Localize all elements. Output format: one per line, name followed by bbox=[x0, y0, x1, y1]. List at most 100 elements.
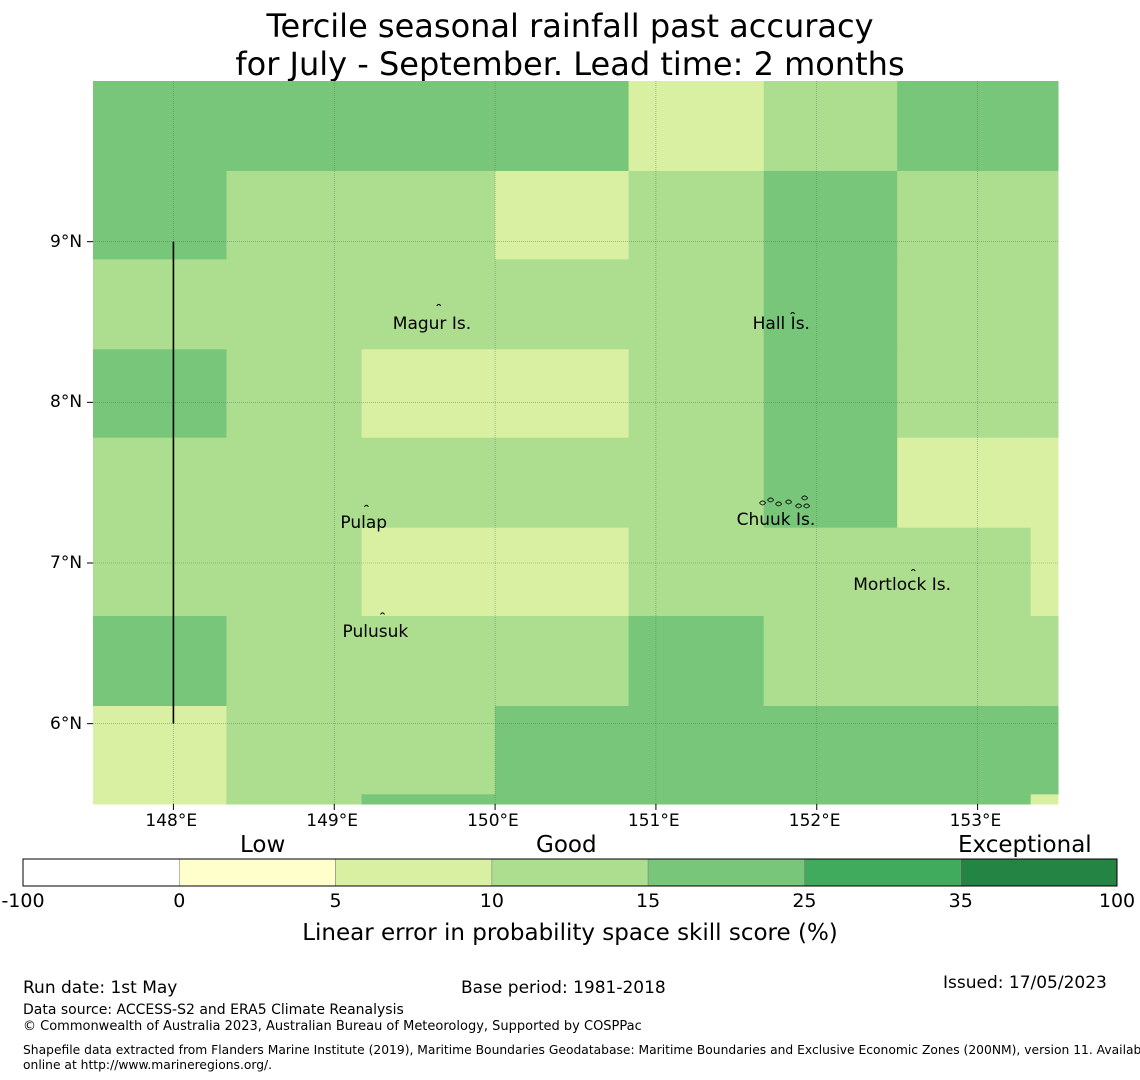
grid-cell bbox=[93, 259, 227, 350]
lon-tick-label: 151°E bbox=[627, 811, 680, 831]
grid-cell bbox=[763, 259, 898, 350]
grid-cell bbox=[93, 705, 227, 795]
grid-cell bbox=[226, 259, 363, 350]
lon-tick-label: 148°E bbox=[145, 811, 198, 831]
island-label: Chuuk Is. bbox=[736, 509, 816, 530]
lat-tick-label: 6°N bbox=[50, 713, 83, 734]
grid-cell bbox=[1030, 259, 1059, 350]
lat-tick-label: 7°N bbox=[50, 553, 83, 573]
colorbar-swatch bbox=[22, 858, 180, 887]
colorbar-swatch bbox=[178, 858, 336, 887]
grid-cell bbox=[628, 259, 765, 350]
colorbar-swatch bbox=[804, 858, 962, 887]
grid-cell bbox=[628, 616, 765, 707]
grid-cell bbox=[495, 705, 630, 795]
run-date: Run date: 1st May bbox=[23, 978, 178, 998]
island-label: Hall Is. bbox=[752, 313, 810, 334]
grid-cell bbox=[763, 705, 898, 795]
grid-cell bbox=[226, 437, 363, 529]
map-title-line2: for July - September. Lead time: 2 month… bbox=[235, 45, 905, 83]
grid-cell bbox=[495, 81, 630, 172]
grid-cell bbox=[763, 527, 898, 617]
island-outline bbox=[803, 503, 811, 509]
island-label: Pulusuk bbox=[342, 622, 409, 643]
colorbar-tick-label: 10 bbox=[479, 890, 504, 912]
grid-cell bbox=[628, 705, 765, 795]
grid-cell bbox=[361, 437, 496, 529]
island-outline bbox=[785, 499, 793, 505]
grid-cell bbox=[361, 527, 496, 617]
grid-cell bbox=[763, 349, 898, 439]
grid-cell bbox=[763, 616, 898, 707]
lon-tick-label: 149°E bbox=[306, 811, 358, 831]
data-source: Data source: ACCESS-S2 and ERA5 Climate … bbox=[23, 1002, 404, 1018]
colorbar-band-exceptional: Exceptional bbox=[958, 832, 1092, 858]
grid-cells bbox=[93, 81, 1059, 805]
island-outline bbox=[436, 303, 442, 307]
map-title-line1: Tercile seasonal rainfall past accuracy bbox=[266, 7, 874, 45]
shapefile-credit-line2: online at http://www.marineregions.org/. bbox=[23, 1058, 273, 1072]
grid-cell bbox=[1030, 527, 1059, 617]
copyright-notice: © Commonwealth of Australia 2023, Austra… bbox=[23, 1019, 642, 1034]
grid-cell bbox=[628, 794, 765, 805]
colorbar-tick-label: 100 bbox=[1098, 890, 1136, 912]
lon-tick-label: 152°E bbox=[788, 811, 841, 831]
colorbar-title: Linear error in probability space skill … bbox=[302, 920, 838, 946]
grid-cell bbox=[226, 81, 363, 172]
grid-cell bbox=[1030, 81, 1059, 172]
grid-cell bbox=[226, 794, 363, 805]
grid-cell bbox=[763, 794, 898, 805]
grid-cell bbox=[93, 170, 227, 260]
island-outline bbox=[364, 504, 369, 508]
island-outline bbox=[767, 497, 775, 503]
grid-cell bbox=[897, 794, 1032, 805]
grid-cell bbox=[1030, 705, 1059, 795]
colorbar-swatch bbox=[491, 858, 649, 887]
grid-cell bbox=[897, 81, 1032, 172]
colorbar-band-low: Low bbox=[240, 832, 286, 858]
grid-cell bbox=[1030, 437, 1059, 529]
lat-tick-label: 9°N bbox=[50, 231, 83, 252]
grid-cell bbox=[226, 349, 363, 439]
island-label: Magur Is. bbox=[392, 313, 472, 334]
lon-tick-label: 150°E bbox=[467, 811, 519, 831]
grid-cell bbox=[495, 527, 630, 617]
grid-cell bbox=[763, 437, 898, 529]
colorbar-swatch bbox=[335, 858, 493, 887]
shapefile-credit-line1: Shapefile data extracted from Flanders M… bbox=[23, 1043, 1140, 1057]
lat-tick-label: 8°N bbox=[50, 392, 83, 413]
issued-date: Issued: 17/05/2023 bbox=[943, 973, 1107, 993]
grid-cell bbox=[763, 81, 898, 172]
island-outline bbox=[790, 311, 796, 315]
grid-cell bbox=[495, 259, 630, 350]
grid-cell bbox=[628, 527, 765, 617]
grid-cell bbox=[361, 349, 496, 439]
grid-cell bbox=[495, 794, 630, 805]
colorbar-swatch bbox=[960, 858, 1118, 887]
colorbar-tick-label: 15 bbox=[636, 890, 661, 912]
grid-cell bbox=[93, 81, 227, 172]
grid-cell bbox=[226, 527, 363, 617]
skill-score-map bbox=[22, 81, 1118, 887]
grid-cell bbox=[495, 170, 630, 260]
grid-cell bbox=[1030, 616, 1059, 707]
colorbar bbox=[22, 858, 1118, 887]
island-outlines bbox=[364, 303, 916, 615]
grid-cell bbox=[226, 616, 363, 707]
grid-cell bbox=[361, 705, 496, 795]
island-label: Pulap bbox=[340, 512, 388, 533]
grid-cell bbox=[361, 259, 496, 350]
axis-ticks bbox=[87, 241, 979, 810]
grid-cell bbox=[93, 527, 227, 617]
island-outline bbox=[380, 612, 385, 615]
grid-cell bbox=[897, 259, 1032, 350]
base-period: Base period: 1981-2018 bbox=[461, 978, 666, 998]
grid-cell bbox=[361, 616, 496, 707]
island-outline bbox=[775, 501, 783, 507]
colorbar-tick-label: 25 bbox=[792, 890, 817, 912]
grid-cell bbox=[763, 170, 898, 260]
colorbar-band-good: Good bbox=[536, 832, 597, 858]
grid-cell bbox=[897, 170, 1032, 260]
colorbar-frame bbox=[22, 858, 1118, 887]
grid-cell bbox=[897, 616, 1032, 707]
